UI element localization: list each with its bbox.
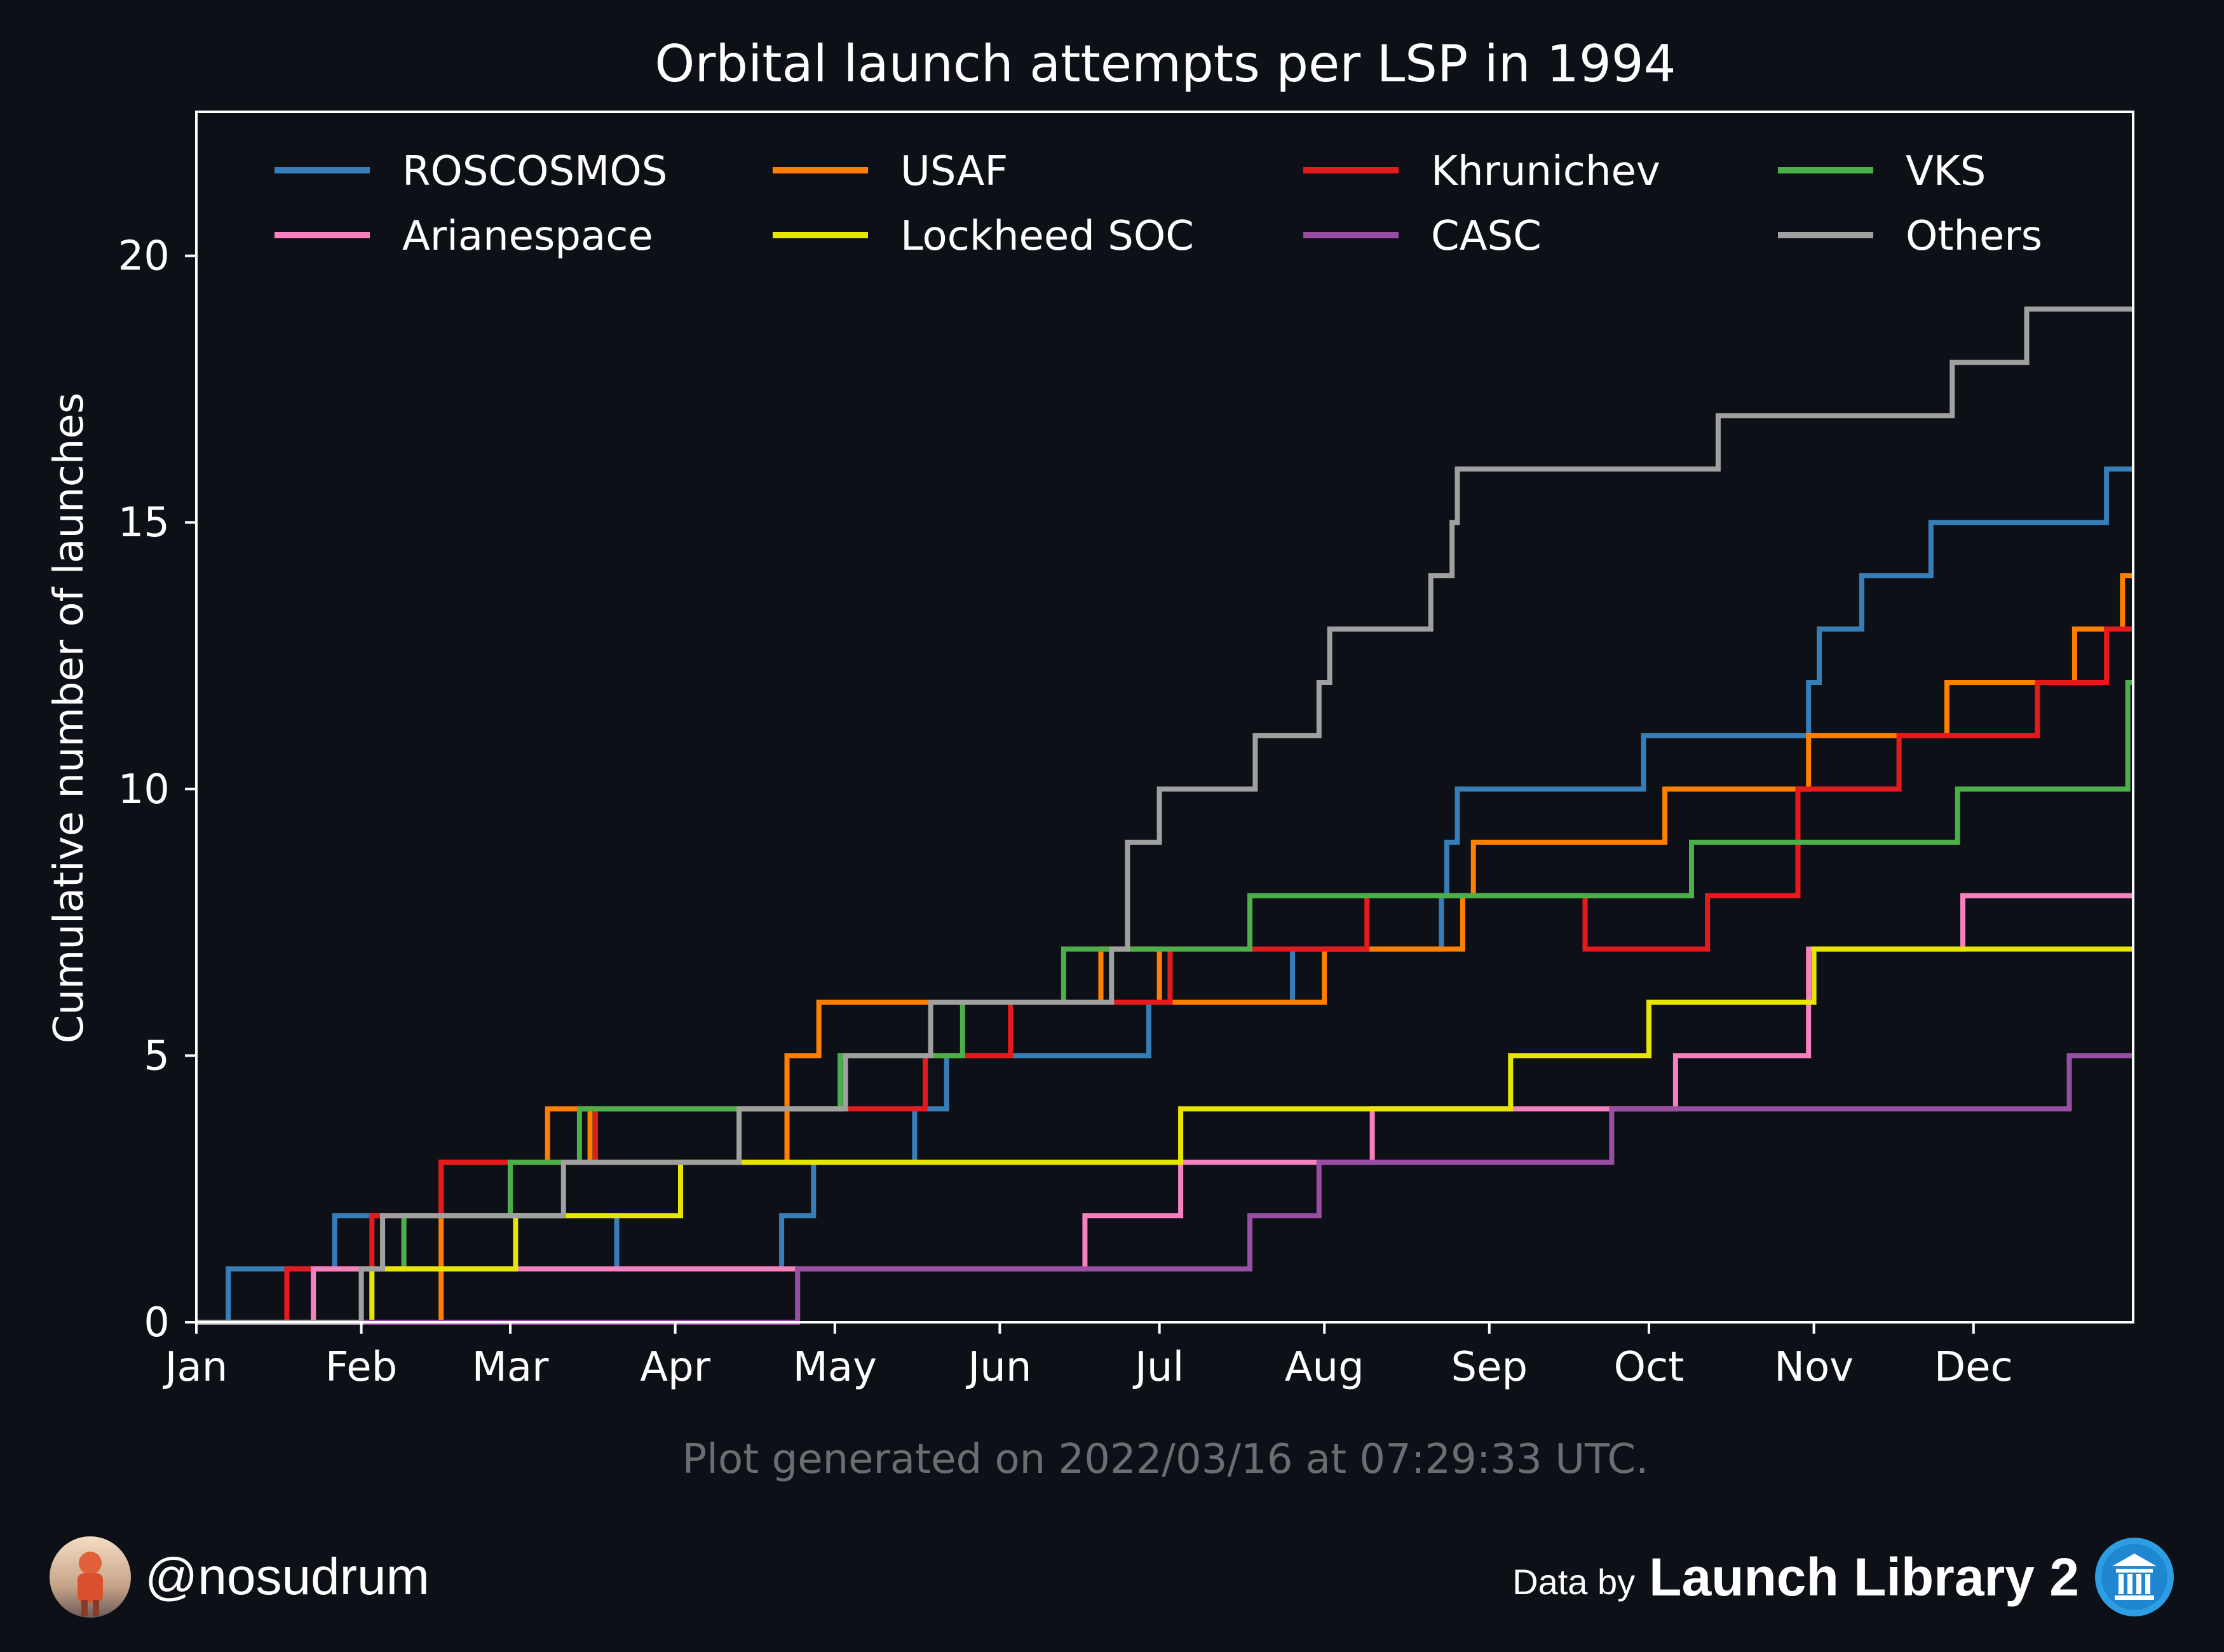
source-name: Launch Library 2 bbox=[1649, 1547, 2079, 1607]
x-tick-label: Jul bbox=[1132, 1344, 1184, 1391]
y-axis-label: Cumulative number of launches bbox=[46, 393, 93, 1043]
x-tick-label: Dec bbox=[1934, 1344, 2013, 1391]
avatar-icon bbox=[50, 1536, 131, 1618]
series-line-usaf bbox=[196, 573, 2133, 1325]
x-tick-label: Aug bbox=[1285, 1344, 1364, 1391]
author-credit: @nosudrum bbox=[50, 1533, 430, 1622]
x-tick-label: Nov bbox=[1774, 1344, 1854, 1391]
y-tick-label: 5 bbox=[144, 1032, 170, 1080]
legend: ROSCOSMOS USAF Khrunichev VKS Arianespace Loc… bbox=[275, 148, 2042, 260]
x-tick-label: Apr bbox=[640, 1344, 710, 1391]
legend-label: Others bbox=[1906, 213, 2042, 260]
legend-label: Arianespace bbox=[402, 213, 653, 260]
series-line-others bbox=[196, 306, 2133, 1325]
chart-title: Orbital launch attempts per LSP in 1994 bbox=[654, 34, 1676, 93]
author-handle: @nosudrum bbox=[145, 1548, 430, 1606]
legend-label: USAF bbox=[900, 148, 1008, 195]
series-line-lockheed-soc bbox=[196, 946, 2133, 1325]
plot-frame bbox=[195, 111, 2134, 1324]
legend-label: Khrunichev bbox=[1431, 148, 1660, 195]
data-source-credit: Data by Launch Library 2 bbox=[1512, 1533, 2176, 1622]
x-tick-label: Oct bbox=[1614, 1344, 1685, 1391]
data-by-label: Data by bbox=[1512, 1561, 1636, 1602]
launch-library-logo-icon bbox=[2093, 1536, 2176, 1618]
x-tick-label: May bbox=[793, 1344, 877, 1391]
y-tick-label: 20 bbox=[118, 233, 170, 280]
legend-label: CASC bbox=[1431, 213, 1542, 260]
axis-ticks: Jan Feb Mar Apr May Jun Jul Aug Sep Oct Nov Dec 0 5 10… bbox=[118, 233, 2013, 1391]
legend-label: ROSCOSMOS bbox=[402, 148, 667, 195]
y-tick-label: 10 bbox=[118, 766, 170, 813]
legend-label: Lockheed SOC bbox=[900, 213, 1194, 260]
x-tick-label: Jan bbox=[163, 1344, 228, 1391]
x-tick-label: Jun bbox=[965, 1344, 1031, 1391]
x-tick-label: Sep bbox=[1451, 1344, 1528, 1391]
legend-label: VKS bbox=[1906, 148, 1986, 195]
x-tick-label: Mar bbox=[472, 1344, 549, 1391]
x-tick-label: Feb bbox=[325, 1344, 397, 1391]
series-lines bbox=[196, 306, 2133, 1325]
y-tick-label: 0 bbox=[144, 1299, 170, 1346]
series-line-vks bbox=[196, 680, 2133, 1325]
footnote: Plot generated on 2022/03/16 at 07:29:33… bbox=[682, 1436, 1649, 1483]
series-line-casc bbox=[196, 1053, 2133, 1325]
y-tick-label: 15 bbox=[118, 499, 170, 546]
